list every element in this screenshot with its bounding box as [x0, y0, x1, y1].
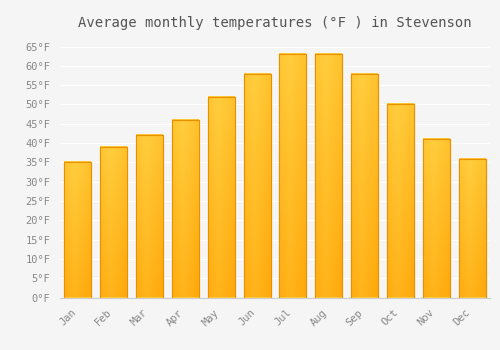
Bar	[387, 105, 414, 297]
Bar	[423, 139, 450, 298]
Bar	[100, 147, 127, 298]
Bar	[387, 105, 414, 297]
Bar	[423, 139, 450, 298]
Bar	[244, 74, 270, 298]
Bar	[316, 54, 342, 298]
Bar	[136, 135, 163, 298]
Bar	[208, 97, 234, 298]
Bar	[280, 54, 306, 298]
Bar	[351, 74, 378, 298]
Bar	[244, 74, 270, 298]
Bar	[208, 97, 234, 298]
Bar	[172, 120, 199, 298]
Bar	[280, 54, 306, 298]
Bar	[64, 162, 92, 298]
Bar	[351, 74, 378, 298]
Bar	[172, 120, 199, 298]
Bar	[136, 135, 163, 298]
Bar	[458, 159, 485, 298]
Bar	[316, 54, 342, 298]
Bar	[100, 147, 127, 298]
Bar	[64, 162, 92, 298]
Bar	[458, 159, 485, 298]
Title: Average monthly temperatures (°F ) in Stevenson: Average monthly temperatures (°F ) in St…	[78, 16, 472, 30]
